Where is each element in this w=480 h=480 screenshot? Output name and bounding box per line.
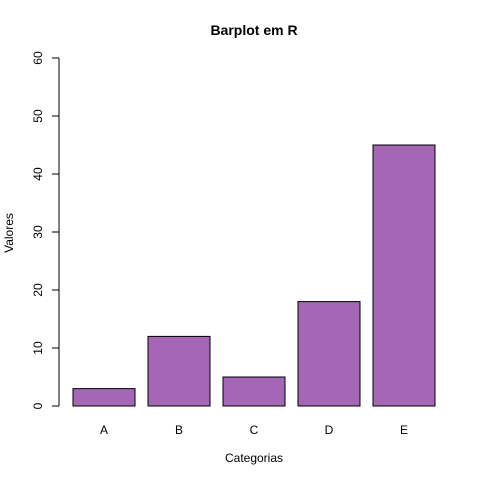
y-axis-label: Valores <box>2 213 16 253</box>
y-tick-label: 20 <box>31 283 45 297</box>
bars <box>72 144 436 407</box>
y-tick-label: 30 <box>31 225 45 239</box>
x-tick-label: B <box>175 423 183 437</box>
bar-E <box>372 144 436 407</box>
y-tick-label: 10 <box>31 341 45 355</box>
chart-title: Barplot em R <box>210 22 297 38</box>
bar-A <box>72 388 136 407</box>
bar-C <box>222 376 286 407</box>
y-tick-label: 60 <box>31 51 45 65</box>
x-tick-labels: A B C D E <box>100 423 408 437</box>
x-tick-label: A <box>100 423 108 437</box>
y-tick-label: 40 <box>31 167 45 181</box>
y-tick-label: 50 <box>31 109 45 123</box>
y-axis: 0 10 20 30 40 50 60 <box>31 51 60 409</box>
x-tick-label: E <box>400 423 408 437</box>
x-axis-label: Categorias <box>225 451 283 465</box>
y-tick-label: 0 <box>31 402 45 409</box>
bar-B <box>147 335 211 407</box>
x-tick-label: C <box>250 423 259 437</box>
bar-D <box>297 301 361 407</box>
x-tick-label: D <box>325 423 334 437</box>
